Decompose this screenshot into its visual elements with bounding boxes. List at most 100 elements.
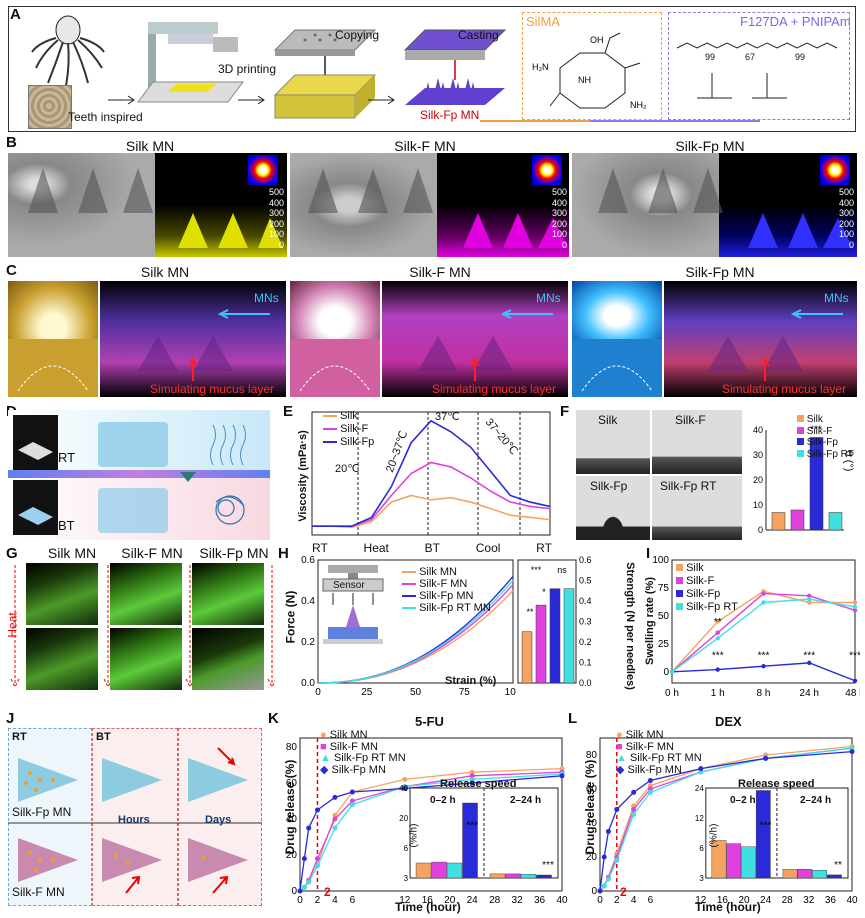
legend-text: Silk-Fp RT xyxy=(806,448,854,460)
legend-item: ▲ Silk-Fp RT MN xyxy=(320,752,406,764)
f-img-label-4: Silk-Fp RT xyxy=(660,479,717,493)
x-tick-label: 36 xyxy=(534,895,546,906)
significance-mark: *** xyxy=(760,821,772,832)
z-tick: 500 xyxy=(838,187,854,197)
c-photo-silkfp-bot xyxy=(572,339,662,397)
purple-connector xyxy=(590,120,760,122)
k-w2: 2–24 h xyxy=(510,795,542,806)
c-photo-silkf-top xyxy=(290,281,380,339)
stage-label: RT xyxy=(312,541,328,555)
legend-item: Silk xyxy=(676,562,738,575)
inset-tick: 6 xyxy=(404,844,409,853)
legend-text: Silk xyxy=(686,562,704,574)
data-point xyxy=(761,591,766,596)
orange-connector xyxy=(480,120,590,122)
data-point xyxy=(763,755,769,761)
x-tick-label: 24 h xyxy=(800,688,819,699)
i-legend: Silk Silk-F Silk-Fp Silk-Fp RT xyxy=(676,562,738,614)
data-point xyxy=(852,600,858,605)
legend-text: Silk-Fp xyxy=(806,437,838,448)
bar xyxy=(549,588,561,684)
plot-frame xyxy=(599,737,853,892)
silma-structure: H₂N NH₂ OH NH xyxy=(532,32,647,110)
legend-item: Silk MN xyxy=(402,566,491,578)
e-chart xyxy=(311,411,551,536)
data-point xyxy=(332,825,338,831)
x-tick-label: 25 xyxy=(361,687,373,698)
x-tick-label: 8 h xyxy=(757,688,771,699)
legend-item: ■ Silk-F MN xyxy=(616,740,674,753)
force-curve xyxy=(317,580,514,684)
y-tick-label: 40 xyxy=(586,818,598,829)
inset-bar xyxy=(489,873,506,879)
legend-item: ● Silk MN xyxy=(320,729,368,741)
c-fluor-silkfp xyxy=(664,281,857,397)
silma-label: SilMA xyxy=(526,14,560,29)
y-tick-label: 60 xyxy=(586,784,598,795)
data-point xyxy=(469,769,475,775)
z-tick: 0 xyxy=(848,239,854,250)
c-photo-silkfp-top xyxy=(572,281,662,339)
bar xyxy=(521,631,533,684)
inset-tick: 40 xyxy=(399,784,408,793)
f-img-label-3: Silk-Fp xyxy=(590,479,628,493)
f-img-silkf xyxy=(652,410,742,474)
x-tick-label: 75 xyxy=(459,687,471,698)
y-tick-label: 0.3 xyxy=(579,617,592,627)
panel-l-label: L xyxy=(568,710,578,727)
g-img-2b xyxy=(110,628,182,690)
data-point xyxy=(402,785,408,791)
panel-f-label: F xyxy=(560,403,570,420)
y-tick-label: 40 xyxy=(286,814,298,825)
panel-b-label: B xyxy=(6,134,17,151)
legend-text: Silk-F xyxy=(686,575,715,587)
j-bt: BT xyxy=(96,731,111,743)
panel-c-label: C xyxy=(6,262,17,279)
f-ylabel: θ (°) xyxy=(842,450,855,472)
b-fft-3 xyxy=(820,155,850,185)
significance-mark: *** xyxy=(466,821,478,832)
b-title-3: Silk-Fp MN xyxy=(675,138,745,154)
data-point xyxy=(332,812,338,818)
legend-item: ◆ Silk-Fp MN xyxy=(320,763,386,776)
x-tick-label: 40 xyxy=(556,895,568,906)
bar xyxy=(828,512,843,531)
k-speed-title: Release speed xyxy=(440,778,517,790)
j-fp: Silk-Fp MN xyxy=(12,805,72,819)
z-tick: 0 xyxy=(561,239,567,250)
significance-mark: ns xyxy=(557,565,567,575)
svg-text:OH: OH xyxy=(590,35,604,45)
octopus-illustration xyxy=(31,15,105,87)
bar xyxy=(771,512,786,531)
c-photo-silkf-bot xyxy=(290,339,380,397)
series-line xyxy=(312,419,551,528)
legend-item: Silk-Fp MN xyxy=(402,590,491,602)
printer-illustration xyxy=(137,22,244,103)
plot-frame xyxy=(299,737,563,892)
legend-text: Silk-F MN xyxy=(329,740,378,753)
legend-text: Silk-Fp RT xyxy=(686,601,738,613)
inset-tick: 3 xyxy=(699,874,704,883)
c-mucus-1: Simulating mucus layer xyxy=(150,382,275,396)
x-tick-label: 0 xyxy=(297,895,303,906)
plot-frame xyxy=(671,559,856,684)
data-point xyxy=(614,857,620,863)
f127-box xyxy=(668,12,850,120)
significance-mark: *** xyxy=(542,860,554,871)
inset-tick: 3 xyxy=(404,874,409,883)
significance-mark: *** xyxy=(849,651,860,662)
arrow-icon xyxy=(368,95,395,105)
legend-text: Silk-Fp xyxy=(340,436,375,448)
y-tick-label: 80 xyxy=(586,750,598,761)
svg-text:H₂N: H₂N xyxy=(532,62,549,72)
j-hours: Hours xyxy=(118,814,150,826)
legend-item: Silk-Fp RT xyxy=(797,449,854,461)
panel-j-label: J xyxy=(6,710,15,727)
svg-text:NH₂: NH₂ xyxy=(630,100,647,110)
legend-text: Silk-Fp MN xyxy=(331,763,386,776)
h-sensor-label: Sensor xyxy=(333,580,365,591)
inset-bar xyxy=(415,862,432,879)
z-tick: 400 xyxy=(268,197,284,208)
legend-text: Silk-Fp MN xyxy=(419,590,474,602)
legend-text: Silk MN xyxy=(625,729,664,741)
